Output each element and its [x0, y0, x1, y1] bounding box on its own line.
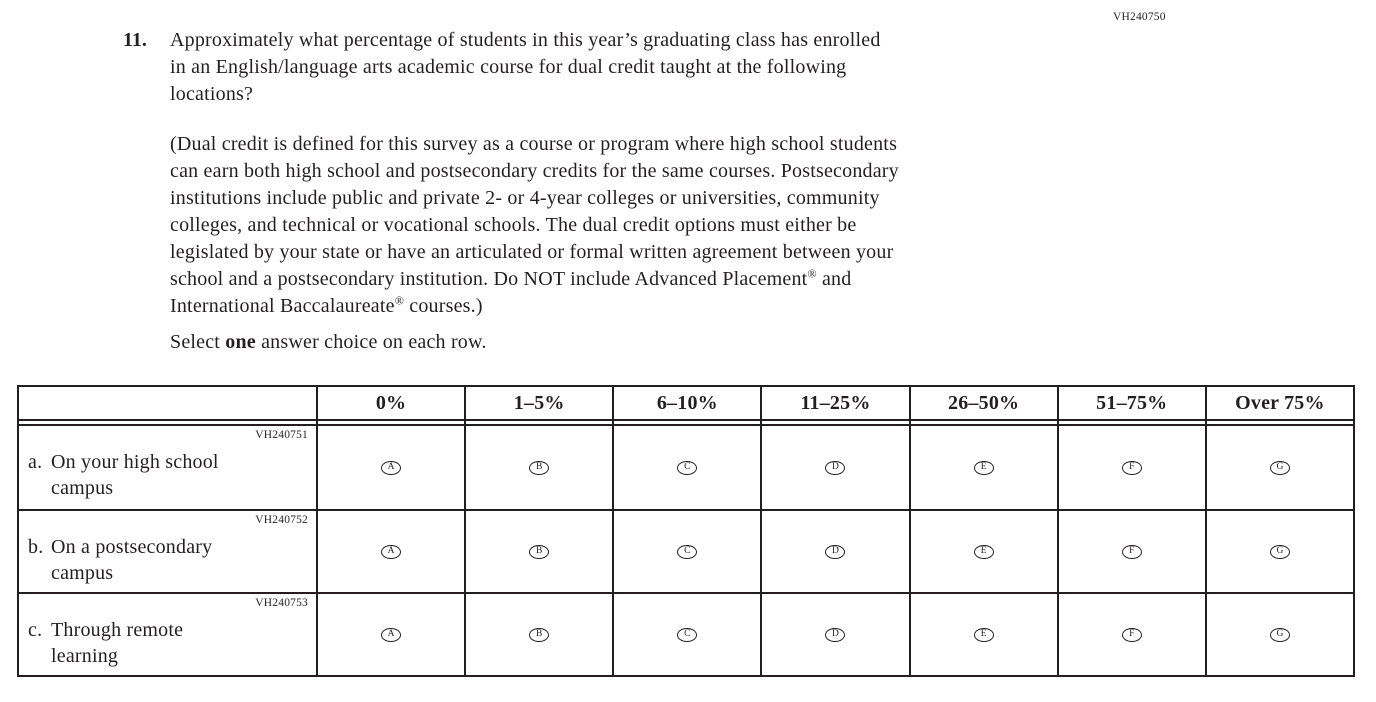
row-c-label-cell: VH240753 c. Through remote learning [19, 594, 316, 675]
question-prompt-line: Approximately what percentage of student… [170, 29, 881, 51]
table-row-b: VH240752 b. On a postsecondary campus A … [19, 509, 1353, 592]
column-header-51-75pct: 51–75% [1056, 387, 1205, 419]
table-header-row: 0% 1–5% 6–10% 11–25% 26–50% 51–75% Over … [19, 387, 1353, 421]
definition-line: colleges, and technical or vocational sc… [170, 214, 857, 236]
question-block: 11. Approximately what percentage of stu… [123, 27, 881, 108]
page-form-code: VH240750 [1113, 11, 1166, 23]
row-a-label: On your high school campus [51, 451, 219, 499]
answer-bubble-c-E[interactable]: E [973, 627, 994, 642]
row-a-code: VH240751 [255, 429, 308, 441]
row-c-option-cell-G: G [1204, 594, 1353, 675]
answer-bubble-a-G[interactable]: G [1269, 460, 1290, 475]
row-c-option-cell-C: C [612, 594, 760, 675]
row-c-code: VH240753 [255, 597, 308, 609]
answer-bubble-c-B[interactable]: B [529, 627, 550, 642]
answer-bubble-a-F[interactable]: F [1121, 460, 1142, 475]
table-row-a: VH240751 a. On your high school campus A… [19, 426, 1353, 509]
answer-bubble-b-E[interactable]: E [973, 544, 994, 559]
row-c-option-cell-E: E [908, 594, 1057, 675]
row-b-option-cell-E: E [908, 511, 1057, 592]
row-c-option-cell-D: D [760, 594, 908, 675]
definition-line: school and a postsecondary institution. … [170, 266, 852, 290]
answer-grid-table: 0% 1–5% 6–10% 11–25% 26–50% 51–75% Over … [17, 385, 1355, 677]
answer-bubble-c-C[interactable]: C [677, 627, 698, 642]
answer-bubble-c-D[interactable]: D [825, 627, 846, 642]
row-b-option-cell-C: C [612, 511, 760, 592]
row-b-option-cell-B: B [464, 511, 612, 592]
row-a-option-cell-G: G [1204, 426, 1353, 509]
row-c-option-cell-A: A [316, 594, 464, 675]
answer-bubble-a-D[interactable]: D [825, 460, 846, 475]
row-a-option-cell-B: B [464, 426, 612, 509]
row-a-option-cell-C: C [612, 426, 760, 509]
answer-bubble-a-A[interactable]: A [381, 460, 402, 475]
column-header-11-25pct: 11–25% [760, 387, 908, 419]
definition-line: can earn both high school and postsecond… [170, 160, 899, 182]
column-header-6-10pct: 6–10% [612, 387, 760, 419]
row-a-option-cell-E: E [908, 426, 1057, 509]
row-a-option-cell-A: A [316, 426, 464, 509]
answer-bubble-b-F[interactable]: F [1121, 544, 1142, 559]
answer-bubble-c-F[interactable]: F [1121, 627, 1142, 642]
question-prompt-line: locations? [170, 83, 254, 105]
definition-line: institutions include public and private … [170, 187, 880, 209]
question-prompt: Approximately what percentage of student… [170, 27, 881, 108]
row-b-option-cell-G: G [1204, 511, 1353, 592]
instruction-prefix: Select [170, 331, 226, 353]
answer-bubble-a-B[interactable]: B [529, 460, 550, 475]
answer-bubble-b-D[interactable]: D [825, 544, 846, 559]
answer-bubble-c-A[interactable]: A [381, 627, 402, 642]
row-a-option-cell-D: D [760, 426, 908, 509]
header-double-rule [19, 421, 1353, 426]
definition-line: International Baccalaureate® courses.) [170, 293, 483, 317]
row-c-option-cell-F: F [1056, 594, 1205, 675]
answer-bubble-a-E[interactable]: E [973, 460, 994, 475]
header-empty-cell [19, 387, 316, 419]
dual-credit-definition: (Dual credit is defined for this survey … [170, 131, 899, 320]
column-header-over-75pct: Over 75% [1204, 387, 1353, 419]
instruction-suffix: answer choice on each row. [255, 331, 487, 353]
definition-line: (Dual credit is defined for this survey … [170, 133, 898, 155]
table-row-c: VH240753 c. Through remote learning A B … [19, 592, 1353, 675]
answer-bubble-a-C[interactable]: C [677, 460, 698, 475]
row-a-label-cell: VH240751 a. On your high school campus [19, 426, 316, 509]
row-b-option-cell-D: D [760, 511, 908, 592]
row-b-letter: b. [28, 536, 44, 558]
instruction-bold-word: one [225, 331, 256, 353]
answer-bubble-b-A[interactable]: A [381, 544, 402, 559]
row-b-code: VH240752 [255, 514, 308, 526]
row-c-letter: c. [28, 619, 43, 641]
row-c-label: Through remote learning [51, 619, 184, 667]
column-header-26-50pct: 26–50% [908, 387, 1057, 419]
answer-bubble-b-B[interactable]: B [529, 544, 550, 559]
definition-line: legislated by your state or have an arti… [170, 241, 894, 263]
answer-bubble-b-G[interactable]: G [1269, 544, 1290, 559]
row-c-option-cell-B: B [464, 594, 612, 675]
row-b-option-cell-F: F [1056, 511, 1205, 592]
row-b-label: On a postsecondary campus [51, 536, 213, 584]
answer-instruction: Select one answer choice on each row. [170, 331, 487, 354]
answer-bubble-c-G[interactable]: G [1269, 627, 1290, 642]
row-b-option-cell-A: A [316, 511, 464, 592]
row-a-option-cell-F: F [1056, 426, 1205, 509]
answer-bubble-b-C[interactable]: C [677, 544, 698, 559]
column-header-0pct: 0% [316, 387, 464, 419]
question-number: 11. [123, 29, 147, 51]
question-prompt-line: in an English/language arts academic cou… [170, 56, 847, 78]
row-a-letter: a. [28, 451, 43, 473]
column-header-1-5pct: 1–5% [464, 387, 612, 419]
row-b-label-cell: VH240752 b. On a postsecondary campus [19, 511, 316, 592]
